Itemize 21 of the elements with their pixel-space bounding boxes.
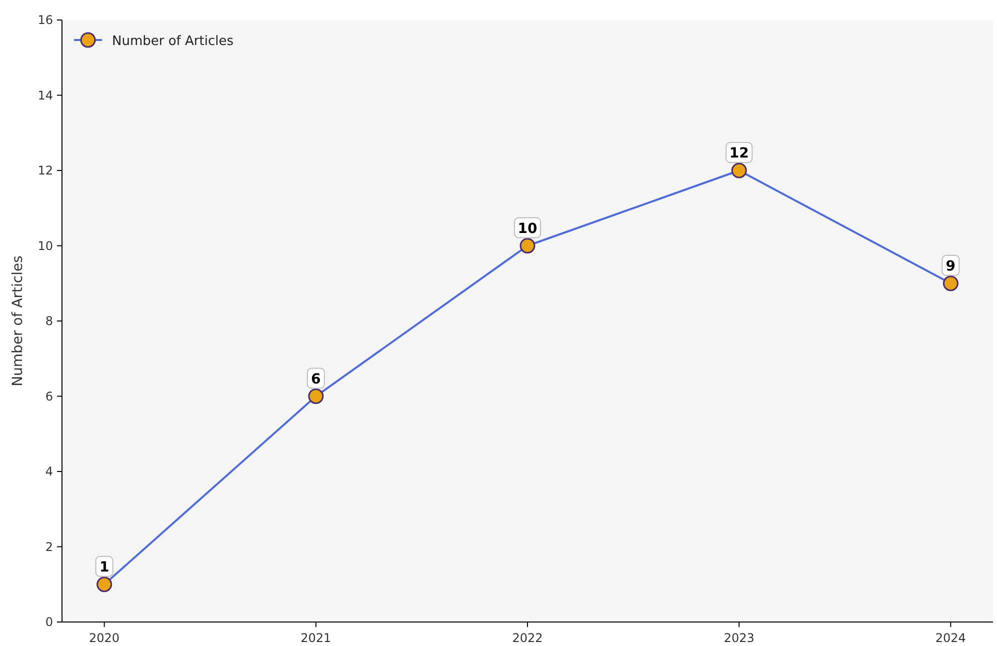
x-tick-label: 2020: [89, 631, 120, 645]
y-tick-label: 2: [45, 540, 53, 554]
x-tick-label: 2024: [935, 631, 966, 645]
y-tick-label: 12: [38, 164, 53, 178]
data-label: 1: [99, 559, 110, 576]
x-tick-label: 2021: [300, 631, 332, 645]
y-axis-title: Number of Articles: [10, 256, 26, 386]
y-tick-label: 6: [45, 389, 53, 404]
y-tick-label: 10: [38, 238, 53, 253]
data-label: 9: [946, 258, 956, 274]
legend-label: Number of Articles: [112, 34, 234, 49]
data-label: 12: [729, 146, 749, 162]
x-tick-label: 2023: [724, 631, 754, 645]
data-label: 10: [518, 220, 538, 237]
data-label: 6: [311, 371, 321, 388]
y-tick-label: 14: [38, 88, 53, 102]
y-tick-label: 4: [45, 464, 53, 478]
x-tick-label: 2022: [512, 631, 543, 645]
y-tick-label: 8: [45, 314, 53, 328]
y-tick-label: 0: [45, 615, 53, 629]
y-tick-label: 16: [38, 13, 53, 27]
